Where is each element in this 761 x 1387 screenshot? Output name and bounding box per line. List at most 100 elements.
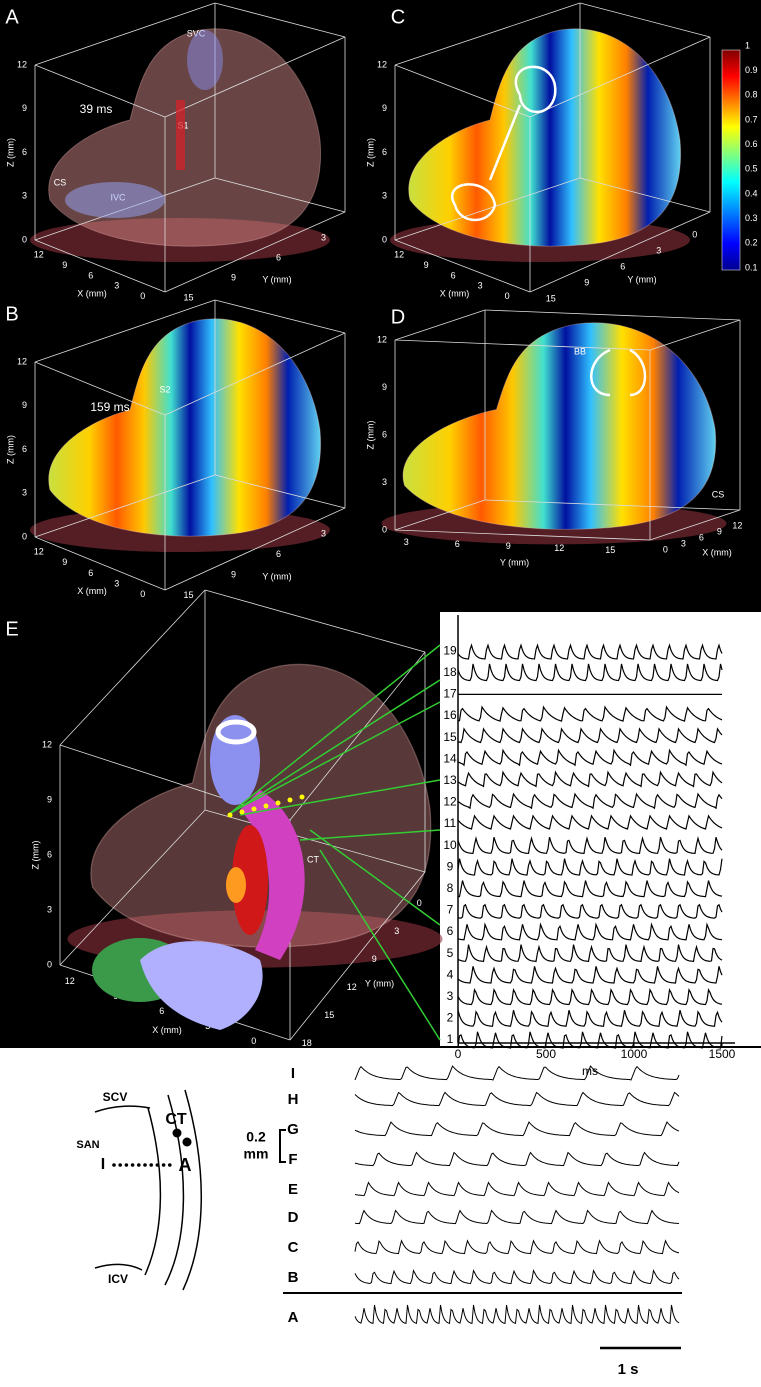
electrode-dot: [118, 1163, 122, 1167]
e-bz: [226, 867, 246, 903]
electrode: [275, 800, 281, 806]
trace: [457, 1031, 723, 1049]
colorbar-tick-label: 0.7: [745, 114, 758, 124]
y-tick-label: 15: [324, 1010, 334, 1020]
annotation: CS: [712, 489, 725, 499]
tissue: [48, 318, 322, 537]
box-edge: [214, 2, 346, 38]
y-tick-label: 15: [183, 590, 193, 600]
z-tick-label: 6: [382, 429, 387, 439]
recording: [354, 1304, 680, 1325]
tissue: [408, 28, 682, 247]
y-tick-label: 9: [231, 570, 236, 580]
trace: [457, 1010, 723, 1027]
trace-row-label: 17: [443, 687, 457, 701]
diagram-line: [94, 1105, 151, 1113]
x-tick-label: 6: [88, 270, 93, 280]
tissue: [402, 322, 717, 530]
arrow: [451, 183, 497, 222]
colorbar-tick-label: 1: [745, 40, 750, 50]
z-tick-label: 3: [22, 488, 27, 498]
x-tick-label: 0: [140, 589, 145, 599]
box-edge: [394, 309, 486, 341]
trace-row-label: 12: [443, 795, 457, 809]
annotation: 159 ms: [90, 400, 129, 414]
z-axis-label: Z (mm): [365, 138, 375, 167]
box-edge: [204, 809, 426, 873]
y-tick-label: 6: [276, 252, 281, 262]
colorbar-tick-label: 0.1: [745, 262, 758, 272]
panel-label: C: [391, 6, 405, 28]
trace-label: F: [288, 1151, 297, 1168]
recording: [354, 1065, 680, 1081]
trace: [457, 966, 723, 984]
x-tick-label: 0: [140, 291, 145, 301]
x-tick-label: 9: [717, 527, 722, 537]
annotation: CT: [307, 854, 319, 864]
y-tick-label: 3: [321, 529, 326, 539]
x-tick-label: 3: [478, 281, 483, 291]
box-edge: [529, 211, 711, 293]
trace: [457, 987, 723, 1006]
z-tick-label: 12: [377, 334, 387, 344]
box-edge: [394, 177, 581, 241]
y-tick-label: 12: [347, 982, 357, 992]
x-tick-label: 3: [114, 578, 119, 588]
recording: [354, 1209, 680, 1225]
electrode-dot: [112, 1163, 116, 1167]
box-edge: [164, 507, 346, 591]
box-edge: [289, 871, 426, 1041]
y-axis-label: Y (mm): [262, 274, 291, 284]
colorbar-tick-label: 0.9: [745, 65, 758, 75]
x-tick-label: 6: [699, 533, 704, 543]
box-edge: [579, 2, 711, 38]
trace-row-label: 4: [447, 967, 454, 981]
recording: [354, 1269, 680, 1285]
electrode: [227, 812, 233, 818]
recording: [354, 1091, 680, 1107]
y-tick-label: 9: [506, 541, 511, 551]
x-axis-label: X (mm): [77, 586, 107, 596]
x-tick-label: 12: [732, 521, 742, 531]
y-tick-label: 3: [321, 232, 326, 242]
trace: [457, 748, 723, 767]
connector: [231, 701, 441, 813]
box-edge: [289, 651, 426, 821]
connector: [227, 644, 441, 816]
y-tick-label: 15: [605, 545, 615, 555]
connector: [319, 849, 441, 1041]
e-svc-ring: [215, 719, 257, 745]
trace-label: B: [288, 1269, 299, 1286]
y-tick-label: 3: [404, 537, 409, 547]
trace-row-label: 11: [444, 816, 457, 830]
scale-label: mm: [244, 1146, 269, 1162]
trace-x-tick-label: 1500: [709, 1047, 736, 1061]
trace: [457, 944, 723, 963]
y-tick-label: 18: [302, 1038, 312, 1048]
electrode: [263, 803, 269, 809]
z-tick-label: 6: [382, 147, 387, 157]
diagram-label: CT: [165, 1111, 187, 1128]
box-edge: [649, 509, 741, 541]
z-tick-label: 6: [47, 849, 52, 859]
electrode-dot: [149, 1163, 153, 1167]
trace-x-tick-label: 500: [536, 1047, 556, 1061]
arrow: [590, 348, 647, 397]
x-tick-label: 0: [251, 1036, 256, 1046]
x-axis-label: X (mm): [152, 1025, 182, 1035]
box-edge: [59, 589, 206, 746]
trace-x-tick-label: 1000: [621, 1047, 648, 1061]
electrode-dot: [130, 1163, 135, 1167]
z-tick-label: 0: [22, 234, 27, 244]
annotation: SVC: [187, 28, 206, 38]
x-tick-label: 3: [681, 539, 686, 549]
box-edge: [164, 211, 346, 293]
colorbar-tick-label: 0.6: [745, 139, 758, 149]
z-tick-label: 12: [17, 59, 27, 69]
scale-bracket: [279, 1129, 286, 1163]
annotation: CS: [54, 177, 67, 187]
electrode: [239, 809, 245, 815]
y-tick-label: 0: [417, 898, 422, 908]
trace-label: H: [288, 1091, 299, 1108]
box-edge: [34, 361, 166, 416]
